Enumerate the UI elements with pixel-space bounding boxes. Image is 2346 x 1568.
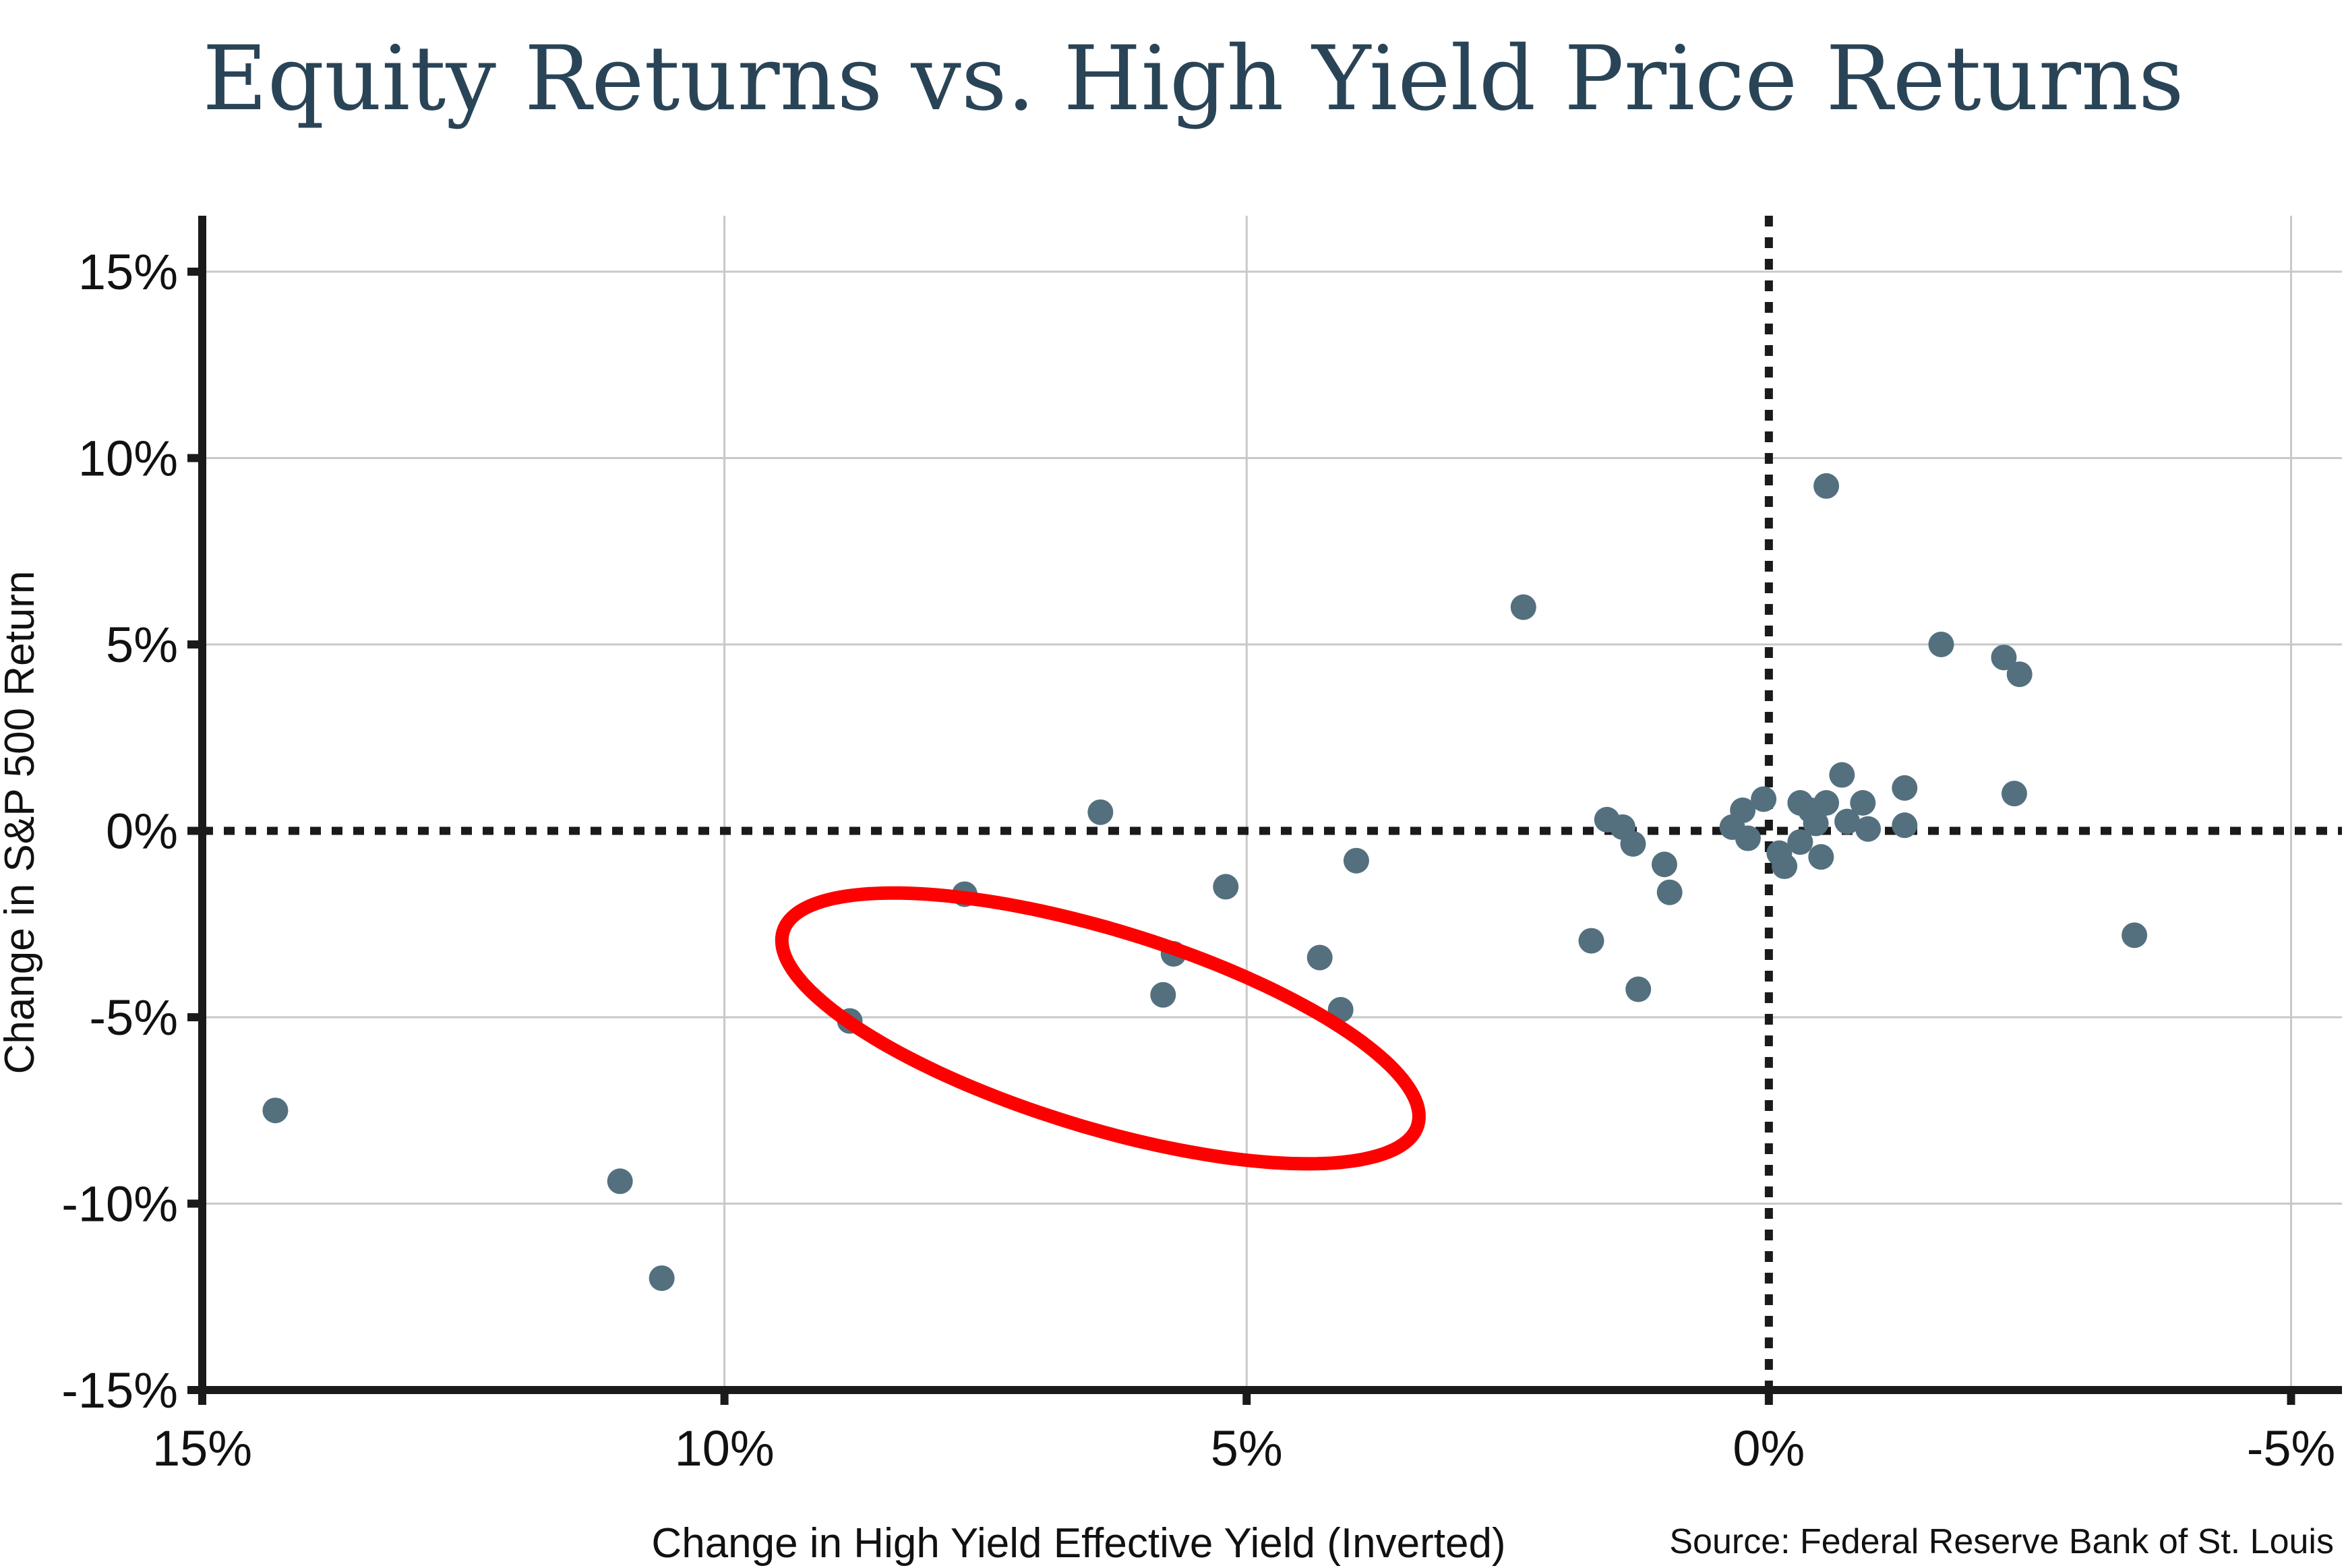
data-point — [1834, 808, 1861, 835]
data-point — [649, 1265, 675, 1292]
data-point — [1751, 786, 1777, 812]
data-point — [1213, 874, 1239, 900]
data-point — [2006, 661, 2033, 688]
x-tick-label: -5% — [2247, 1420, 2336, 1476]
highlight-layer — [775, 886, 1426, 1171]
data-point — [1087, 799, 1114, 825]
axes — [187, 216, 2342, 1405]
data-point — [1343, 847, 1369, 874]
data-point — [1306, 944, 1333, 971]
data-point — [1578, 928, 1604, 954]
data-point — [1735, 825, 1761, 851]
data-point — [1730, 797, 1756, 824]
data-point — [1850, 790, 1876, 816]
data-point — [1651, 851, 1677, 878]
chart-title: Equity Returns vs. High Yield Price Retu… — [202, 27, 2184, 131]
data-point — [607, 1168, 633, 1195]
y-tick-label: -5% — [89, 990, 178, 1046]
data-point — [2122, 922, 2148, 948]
data-point — [1620, 831, 1646, 857]
data-point — [262, 1097, 289, 1124]
data-point — [1803, 810, 1829, 837]
data-point — [1855, 816, 1882, 842]
y-tick-label: -15% — [61, 1362, 178, 1418]
data-point — [1150, 982, 1176, 1008]
data-point — [1787, 829, 1813, 855]
y-tick-label: 15% — [78, 244, 178, 300]
data-point — [1991, 644, 2017, 671]
data-point — [1808, 844, 1834, 870]
y-tick-label: 10% — [78, 430, 178, 486]
x-tick-label: 10% — [675, 1420, 775, 1476]
data-point — [1625, 976, 1652, 1002]
x-tick-label: 15% — [152, 1420, 252, 1476]
data-point — [1928, 631, 1954, 657]
highlight-ellipse — [775, 886, 1426, 1171]
data-points — [262, 473, 2148, 1292]
data-point — [1829, 762, 1855, 788]
x-axis-label: Change in High Yield Effective Yield (In… — [651, 1520, 1505, 1567]
data-point — [1813, 790, 1840, 816]
y-tick-label: -10% — [61, 1176, 178, 1232]
x-tick-label: 0% — [1733, 1420, 1805, 1476]
y-axis-label: Change in S&P 500 Return — [0, 571, 43, 1075]
data-point — [1656, 879, 1683, 905]
x-tick-label: 5% — [1211, 1420, 1283, 1476]
data-point — [1813, 473, 1840, 499]
data-point — [2001, 781, 2027, 807]
source-note: Source: Federal Reserve Bank of St. Loui… — [1669, 1522, 2334, 1561]
y-tick-label: 5% — [106, 617, 178, 673]
x-tick-labels: 15% 10% 5% 0% -5% — [152, 1420, 2335, 1476]
data-point — [1892, 812, 1918, 839]
data-point — [1772, 853, 1798, 880]
y-tick-labels: 15% 10% 5% 0% -5% -10% -15% — [61, 244, 178, 1418]
y-tick-label: 0% — [106, 803, 178, 859]
data-point — [1510, 594, 1536, 620]
data-point — [1892, 775, 1918, 801]
